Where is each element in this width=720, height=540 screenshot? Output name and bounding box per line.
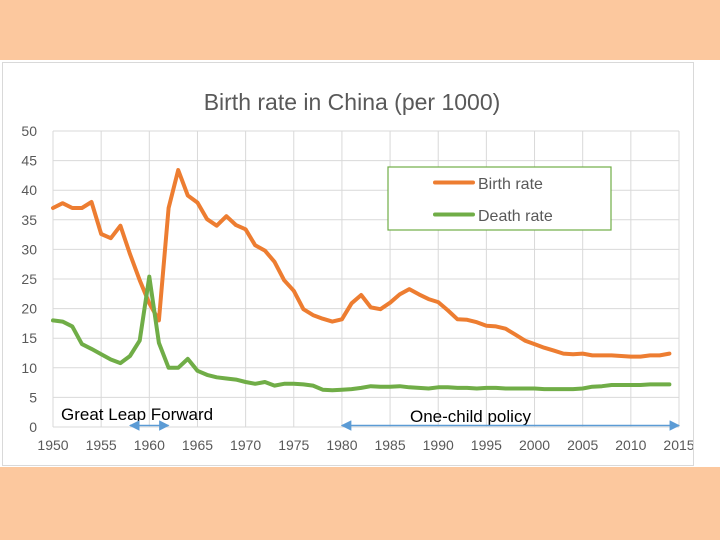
- line-chart: Birth rate in China (per 1000) 0 5 10 15 20 2…: [21, 89, 694, 453]
- legend-box: [387, 166, 612, 231]
- y-tick-label: 45: [21, 153, 37, 169]
- legend-label-birth-rate: Birth rate: [478, 176, 543, 193]
- y-tick-label: 0: [29, 419, 37, 435]
- y-axis-ticks: 0 5 10 15 20 25 30 35 40 45 50: [21, 123, 37, 435]
- y-tick-label: 20: [21, 301, 37, 317]
- legend: Birth rate Death rate: [387, 166, 612, 231]
- x-tick-label: 1965: [182, 437, 213, 453]
- legend-label-death-rate: Death rate: [478, 208, 553, 225]
- x-tick-label: 1975: [278, 437, 309, 453]
- y-tick-label: 10: [21, 360, 37, 376]
- x-tick-label: 1960: [134, 437, 165, 453]
- annotation-one-child-policy: One-child policy: [410, 407, 531, 426]
- x-tick-label: 2015: [663, 437, 693, 453]
- x-tick-label: 1985: [374, 437, 405, 453]
- x-tick-label: 2010: [615, 437, 646, 453]
- y-tick-label: 25: [21, 271, 37, 287]
- y-tick-label: 5: [29, 389, 37, 405]
- chart-title: Birth rate in China (per 1000): [204, 89, 501, 115]
- y-tick-label: 40: [21, 182, 37, 198]
- x-axis-ticks: 1950 1955 1960 1965 1970 1975 1980 1985 1990 1995…: [37, 437, 694, 453]
- annotations: Great Leap Forward One-child policy: [61, 405, 681, 431]
- annotation-great-leap-forward: Great Leap Forward: [61, 405, 213, 424]
- x-tick-label: 1995: [471, 437, 502, 453]
- x-tick-label: 1970: [230, 437, 261, 453]
- x-tick-label: 2005: [567, 437, 598, 453]
- y-tick-label: 35: [21, 212, 37, 228]
- slide-panel: Birth rate in China (per 1000) 0 5 10 15 20 2…: [0, 60, 720, 467]
- series-lines: [51, 168, 672, 393]
- y-tick-label: 50: [21, 123, 37, 139]
- x-tick-label: 1950: [37, 437, 68, 453]
- x-tick-label: 1980: [326, 437, 357, 453]
- x-tick-label: 1955: [86, 437, 117, 453]
- chart-area: Birth rate in China (per 1000) 0 5 10 15 20 2…: [2, 62, 695, 466]
- y-tick-label: 15: [21, 330, 37, 346]
- series-line-death-rate: [51, 274, 672, 393]
- x-tick-label: 2000: [519, 437, 550, 453]
- x-tick-label: 1990: [423, 437, 454, 453]
- y-tick-label: 30: [21, 241, 37, 257]
